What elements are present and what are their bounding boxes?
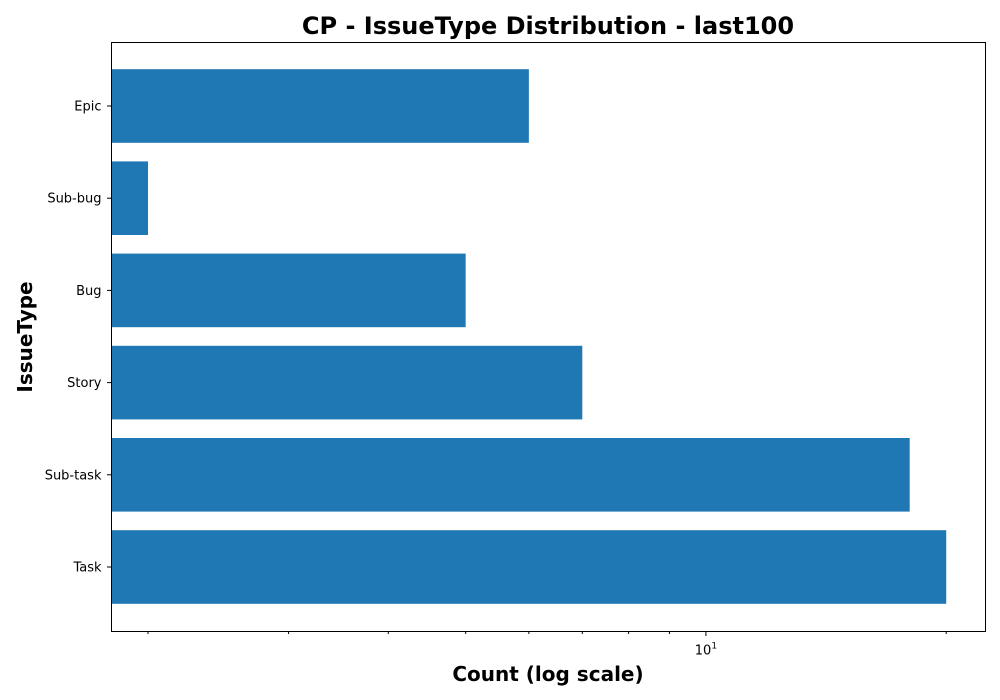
x-tick-label-10: 101 (695, 642, 717, 659)
y-tick-label-bug: Bug (76, 284, 101, 299)
bar-epic (111, 69, 529, 143)
bar-story (111, 345, 583, 420)
bar-sub-bug (111, 161, 149, 235)
y-tick-label-epic: Epic (74, 100, 101, 115)
x-axis-ticks: 101 (147, 631, 947, 659)
bars-group (111, 69, 947, 604)
chart-title: CP - IssueType Distribution - last100 (302, 12, 794, 40)
bar-sub-task (111, 438, 910, 512)
x-axis-label: Count (log scale) (452, 662, 643, 686)
bar-bug (111, 253, 466, 328)
y-tick-label-sub-bug: Sub-bug (47, 192, 101, 207)
bar-task (111, 530, 947, 604)
y-axis-ticks: Epic Sub-bug Bug Story Sub-task Task (45, 100, 112, 576)
y-tick-label-story: Story (67, 376, 102, 391)
plot-frame (111, 42, 986, 632)
y-tick-label-task: Task (72, 561, 102, 576)
y-axis-label: IssueType (13, 281, 37, 392)
y-tick-label-sub-task: Sub-task (45, 468, 102, 483)
